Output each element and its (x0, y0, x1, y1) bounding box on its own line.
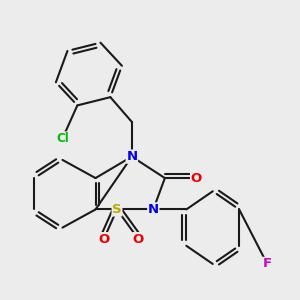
Text: S: S (112, 203, 122, 216)
Text: N: N (126, 150, 137, 163)
Text: F: F (263, 257, 272, 270)
Text: N: N (148, 203, 159, 216)
Text: O: O (133, 233, 144, 246)
Text: Cl: Cl (56, 132, 69, 145)
Text: O: O (190, 172, 202, 184)
Text: O: O (98, 233, 110, 246)
